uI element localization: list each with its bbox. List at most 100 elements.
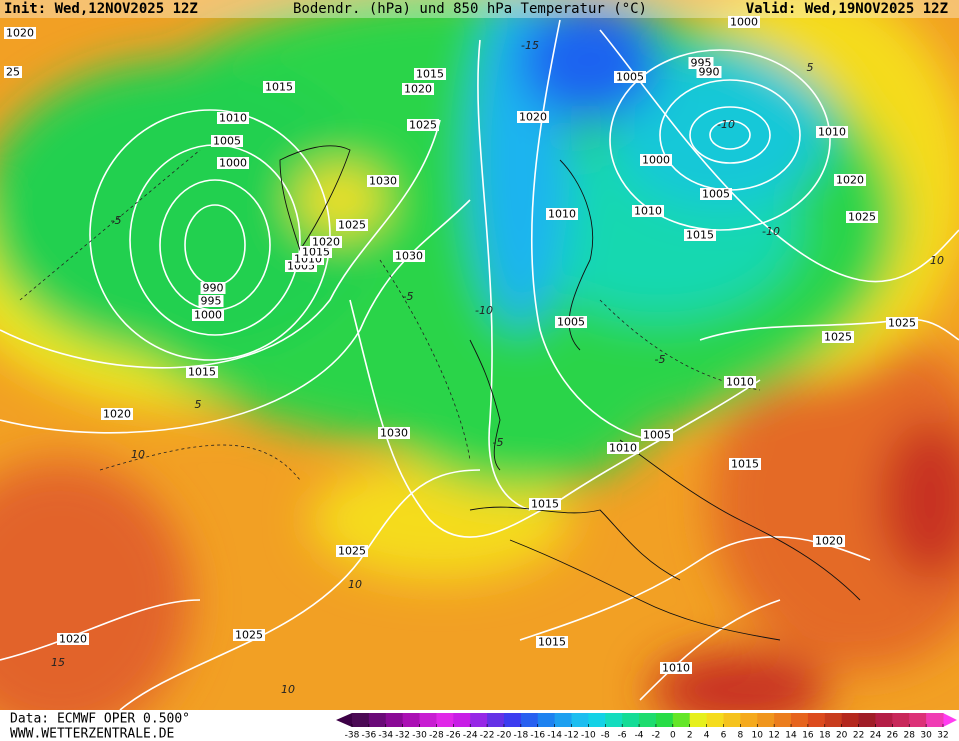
temperature-label: 5 xyxy=(807,61,814,74)
colorbar-swatch xyxy=(554,713,573,727)
colorbar-swatch xyxy=(740,713,758,727)
isobar-label: 1010 xyxy=(726,376,754,389)
isobar-label-box xyxy=(813,535,845,547)
temperature-label: -5 xyxy=(111,214,122,227)
colorbar-label: 24 xyxy=(870,731,882,741)
isobar-label: 1030 xyxy=(380,427,408,440)
isobar-label-box xyxy=(614,71,646,83)
isobar-label-box xyxy=(4,27,36,39)
isobar-label-box xyxy=(632,205,664,217)
isobar-label-box xyxy=(816,126,848,138)
isobar-label: 1010 xyxy=(818,126,846,139)
isobar-label-box xyxy=(57,633,89,645)
isobar-label: 995 xyxy=(201,295,222,308)
isobar-label: 1025 xyxy=(338,545,366,558)
temperature-label: -5 xyxy=(403,290,414,303)
isobar-label-box xyxy=(834,174,866,186)
colorbar-label: 20 xyxy=(836,731,848,741)
isobar-label-box xyxy=(217,157,249,169)
colorbar-label: 16 xyxy=(802,731,814,741)
colorbar-label: 30 xyxy=(920,731,932,741)
isobar-label: 1020 xyxy=(6,27,34,40)
temperature-label: -10 xyxy=(717,118,735,131)
isobar-label-box xyxy=(846,211,878,223)
colorbar-swatch xyxy=(824,713,843,727)
colorbar-end-low xyxy=(336,713,352,727)
isobar-label-box xyxy=(660,662,692,674)
colorbar-swatch xyxy=(352,713,370,727)
isobar-label: 1015 xyxy=(188,366,216,379)
isobar-label-box xyxy=(696,66,722,78)
colorbar-label: -36 xyxy=(362,731,377,741)
isobar-label: 990 xyxy=(699,66,720,79)
isobar-label-box xyxy=(217,112,249,124)
colorbar-swatch xyxy=(655,713,674,727)
colorbar-label: -10 xyxy=(581,731,596,741)
isobar-label-box xyxy=(211,135,243,147)
isobar-label: 1025 xyxy=(824,331,852,344)
colorbar-swatch xyxy=(723,713,741,727)
isobar-label-box xyxy=(536,636,568,648)
isobar-label-box xyxy=(300,246,332,258)
temperature-label: 5 xyxy=(195,398,202,411)
isobar-label-box xyxy=(367,175,399,187)
isobar-label: 1020 xyxy=(312,236,340,249)
isobar-label: 1025 xyxy=(848,211,876,224)
colorbar-swatch xyxy=(672,713,691,727)
colorbar-label: -24 xyxy=(463,731,478,741)
colorbar-swatch xyxy=(470,713,488,727)
colorbar-label: -2 xyxy=(651,731,660,741)
isobar-label: 1025 xyxy=(235,629,263,642)
isobar-label: 1015 xyxy=(416,68,444,81)
isobar-label-box xyxy=(263,81,295,93)
colorbar-swatch xyxy=(892,713,910,727)
isobar-label: 1005 xyxy=(702,188,730,201)
isobar-label-box xyxy=(393,250,425,262)
isobar-label: 1030 xyxy=(369,175,397,188)
colorbar-label: -20 xyxy=(497,731,512,741)
colorbar-swatch xyxy=(368,713,387,727)
temperature-label: 10 xyxy=(348,578,362,591)
temperature-label: 10 xyxy=(281,683,295,696)
colorbar-swatch xyxy=(841,713,860,727)
isobar-label: 1005 xyxy=(213,135,241,148)
colorbar-label: 2 xyxy=(687,731,693,741)
isobar-label: 1005 xyxy=(557,316,585,329)
isobar-label: 1000 xyxy=(642,154,670,167)
temperature-label: -15 xyxy=(521,39,539,52)
isobar-label: 1000 xyxy=(730,16,758,29)
colorbar-swatch xyxy=(774,713,792,727)
isobar-label: 1020 xyxy=(836,174,864,187)
colorbar-label: -30 xyxy=(412,731,427,741)
isobar-label-box xyxy=(407,119,439,131)
colorbar-label: 4 xyxy=(704,731,710,741)
colorbar-swatch xyxy=(503,713,522,727)
colorbar-label: -16 xyxy=(530,731,545,741)
isobar-label-box xyxy=(684,229,716,241)
colorbar-swatch xyxy=(453,713,471,727)
isobar-label: 1015 xyxy=(686,229,714,242)
isobar-label: 1025 xyxy=(888,317,916,330)
colorbar-swatch xyxy=(622,713,640,727)
isobar-label-box xyxy=(729,458,761,470)
isobar-label-box xyxy=(378,427,410,439)
colorbar-swatch xyxy=(706,713,724,727)
colorbar-label: 10 xyxy=(752,731,764,741)
colorbar-swatch xyxy=(419,713,437,727)
isobar-label: 1015 xyxy=(302,246,330,259)
colorbar-swatch xyxy=(757,713,775,727)
isobar-label-box xyxy=(192,309,224,321)
colorbar-end-high xyxy=(943,713,957,727)
colorbar-label: 28 xyxy=(904,731,916,741)
isotherms xyxy=(19,149,761,481)
isobar-label-box xyxy=(336,219,368,231)
isobar-label-box xyxy=(101,408,133,420)
isobar-label-box xyxy=(546,208,578,220)
temperature-label: -10 xyxy=(475,304,493,317)
isobar-label-box xyxy=(336,545,368,557)
isobar-label-box xyxy=(200,282,226,294)
colorbar-label: -4 xyxy=(635,731,644,741)
isobar-label: 1000 xyxy=(219,157,247,170)
isobar-label-box xyxy=(529,498,561,510)
